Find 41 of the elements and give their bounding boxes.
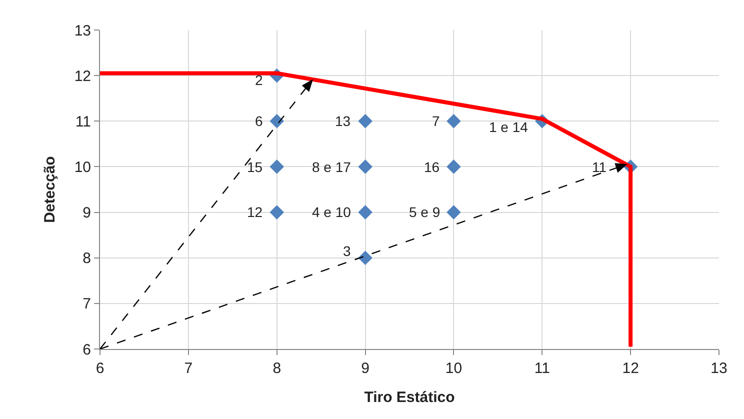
point — [358, 250, 372, 266]
point — [446, 205, 461, 220]
x-tick-label: 11 — [534, 360, 550, 377]
x-axis-title: Tiro Estático — [364, 389, 455, 406]
annotation: 7 — [432, 113, 440, 129]
annotation: 12 — [247, 204, 263, 220]
x-tick-label: 9 — [361, 360, 370, 377]
annotation: 2 — [255, 72, 263, 88]
annotation: 15 — [247, 159, 263, 175]
annotation: 6 — [255, 113, 263, 129]
y-tick-label: 13 — [74, 22, 91, 40]
y-axis-title: Detecção — [42, 156, 59, 223]
y-tick-label: 7 — [82, 296, 91, 313]
y-tick-label: 11 — [75, 113, 91, 130]
x-tick-label: 8 — [272, 360, 282, 377]
y-tick-label: 10 — [74, 158, 91, 176]
point — [358, 205, 372, 220]
point — [446, 160, 461, 174]
annotation: 4 e 10 — [312, 204, 352, 220]
y-tick-label: 8 — [82, 250, 91, 268]
annotation: 11 — [592, 159, 607, 175]
point — [446, 114, 461, 128]
y-tick-label: 12 — [74, 68, 91, 85]
point — [270, 205, 284, 220]
annotation: 3 — [343, 243, 351, 259]
y-tick-label: 6 — [82, 341, 91, 358]
x-tick-label: 10 — [445, 360, 462, 377]
annotation: 16 — [424, 159, 440, 175]
annotation: 5 e 9 — [409, 204, 440, 220]
point — [270, 160, 284, 174]
annotation: 1 e 14 — [489, 119, 528, 135]
annotation: 8 e 17 — [312, 159, 352, 175]
annotation: 13 — [335, 113, 351, 129]
point — [358, 114, 372, 128]
point — [358, 160, 372, 174]
y-tick-label: 9 — [82, 204, 91, 222]
x-tick-label: 12 — [622, 360, 639, 377]
x-tick-label: 13 — [710, 360, 728, 377]
x-tick-label: 7 — [184, 360, 193, 377]
x-tick-label: 6 — [96, 360, 104, 377]
point — [270, 114, 284, 128]
